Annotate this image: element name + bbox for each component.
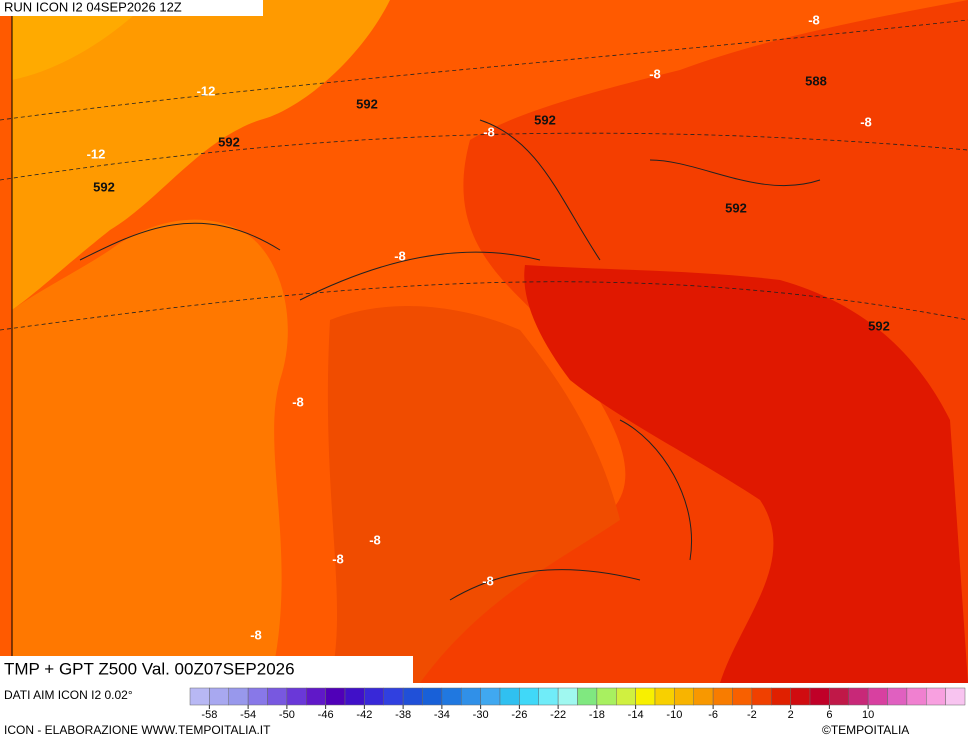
colorbar-cell xyxy=(693,687,714,706)
colorbar-cell xyxy=(712,687,733,706)
colorbar-tick-label: -2 xyxy=(747,709,757,721)
colorbar-cell xyxy=(732,687,753,706)
contour-label: -8 xyxy=(483,124,495,139)
contour-label: 592 xyxy=(534,112,556,127)
colorbar-cell xyxy=(887,687,908,706)
contour-label: -12 xyxy=(87,146,106,161)
contour-label: -8 xyxy=(482,573,494,588)
colorbar-cell xyxy=(926,687,946,706)
contour-label: -8 xyxy=(292,394,304,409)
colorbar-cell xyxy=(538,687,559,706)
colorbar-cell xyxy=(383,687,404,706)
colorbar-cell xyxy=(344,687,365,706)
contour-label: -12 xyxy=(197,83,216,98)
colorbar-cell xyxy=(461,687,481,706)
colorbar-cell xyxy=(499,687,520,706)
colorbar-cell xyxy=(189,687,210,706)
colorbar-tick-label: 10 xyxy=(862,709,874,721)
colorbar-cell xyxy=(751,687,772,706)
contour-label: -8 xyxy=(250,627,262,642)
contour-label: 592 xyxy=(218,134,240,149)
colorbar-cell xyxy=(557,687,578,706)
map: -12 -12 592 592 592 -8 592 -8 -8 588 -8 592 592 -8 -8 -… xyxy=(0,0,968,683)
colorbar-cell xyxy=(848,687,869,706)
colorbar-tick-label: -34 xyxy=(434,709,450,721)
colorbar-tick-label: -54 xyxy=(240,709,256,721)
contour-label: -8 xyxy=(860,114,872,129)
header-box xyxy=(0,0,263,16)
colorbar-cell xyxy=(480,687,501,706)
warm-zone xyxy=(12,0,150,80)
colorbar-cell xyxy=(945,687,966,706)
colorbar-tick-label: -38 xyxy=(395,709,411,721)
colorbar: -58 -54 -50 -46 -42 -38 -34 -30 -26 -22 -18 -14 -10-… xyxy=(189,687,966,721)
colorbar-cell xyxy=(441,687,462,706)
contour-label: -8 xyxy=(394,248,406,263)
colorbar-tick-label: 2 xyxy=(788,709,794,721)
colorbar-cell xyxy=(519,687,539,706)
credit: ICON - ELABORAZIONE WWW.TEMPOITALIA.IT xyxy=(4,723,271,737)
contour-label: 592 xyxy=(868,318,890,333)
colorbar-tick-label: 6 xyxy=(826,709,832,721)
colorbar-tick-label: -58 xyxy=(201,709,217,721)
contour-label: 592 xyxy=(725,200,747,215)
colorbar-cell xyxy=(635,687,656,706)
colorbar-cell xyxy=(267,687,288,706)
colorbar-cell xyxy=(674,687,694,706)
colorbar-tick-label: -46 xyxy=(318,709,334,721)
source: DATI AIM ICON I2 0.02° xyxy=(4,688,133,702)
map-title: TMP + GPT Z500 Val. 00Z07SEP2026 xyxy=(4,659,295,678)
colorbar-cell xyxy=(616,687,636,706)
colorbar-tick-label: -14 xyxy=(628,709,644,721)
hotter-zone xyxy=(524,265,968,683)
run-label: RUN ICON I2 04SEP2026 12Z xyxy=(4,0,182,14)
hot-zone xyxy=(327,306,620,683)
coastline xyxy=(79,119,821,601)
map-labels: -12 -12 592 592 592 -8 592 -8 -8 588 -8 592 592 -8 -8 -… xyxy=(87,12,890,642)
colorbar-cell xyxy=(867,687,888,706)
contour-label: 588 xyxy=(805,73,827,88)
contour-label: -8 xyxy=(649,66,661,81)
colorbar-cell xyxy=(596,687,617,706)
colorbar-tick-label: -22 xyxy=(550,709,566,721)
colorbar-cell xyxy=(286,687,307,706)
colorbar-cell xyxy=(422,687,443,706)
title-box xyxy=(0,656,413,683)
colorbar-cell xyxy=(577,687,598,706)
colorbar-tick-label: -6 xyxy=(708,709,718,721)
contour-label: -8 xyxy=(808,12,820,27)
colorbar-tick-label: -10 xyxy=(666,709,682,721)
contour-label: 592 xyxy=(356,96,378,111)
colorbar-cell xyxy=(325,687,346,706)
contour-label: 592 xyxy=(93,179,115,194)
colorbar-cell xyxy=(771,687,791,706)
colorbar-cell xyxy=(209,687,229,706)
colorbar-tick-label: -42 xyxy=(356,709,372,721)
colorbar-cell xyxy=(402,687,423,706)
colorbar-cell xyxy=(906,687,927,706)
colorbar-tick-label: -18 xyxy=(589,709,605,721)
colorbar-cell xyxy=(247,687,268,706)
colorbar-cell xyxy=(809,687,830,706)
colorbar-tick-label: -26 xyxy=(511,709,527,721)
colorbar-cell xyxy=(364,687,384,706)
colorbar-cell xyxy=(228,687,249,706)
colorbar-cell xyxy=(829,687,849,706)
contour xyxy=(0,19,968,331)
colorbar-tick-label: -50 xyxy=(279,709,295,721)
colorbar-cell xyxy=(306,687,326,706)
colorbar-cell xyxy=(790,687,811,706)
warm-zone xyxy=(12,219,288,683)
colorbar-cell xyxy=(654,687,675,706)
warm-zone xyxy=(12,0,390,310)
contour-label: -8 xyxy=(369,532,381,547)
contour-label: -8 xyxy=(332,551,344,566)
colorbar-tick-label: -30 xyxy=(473,709,489,721)
brand: ©TEMPOITALIA xyxy=(822,723,909,737)
